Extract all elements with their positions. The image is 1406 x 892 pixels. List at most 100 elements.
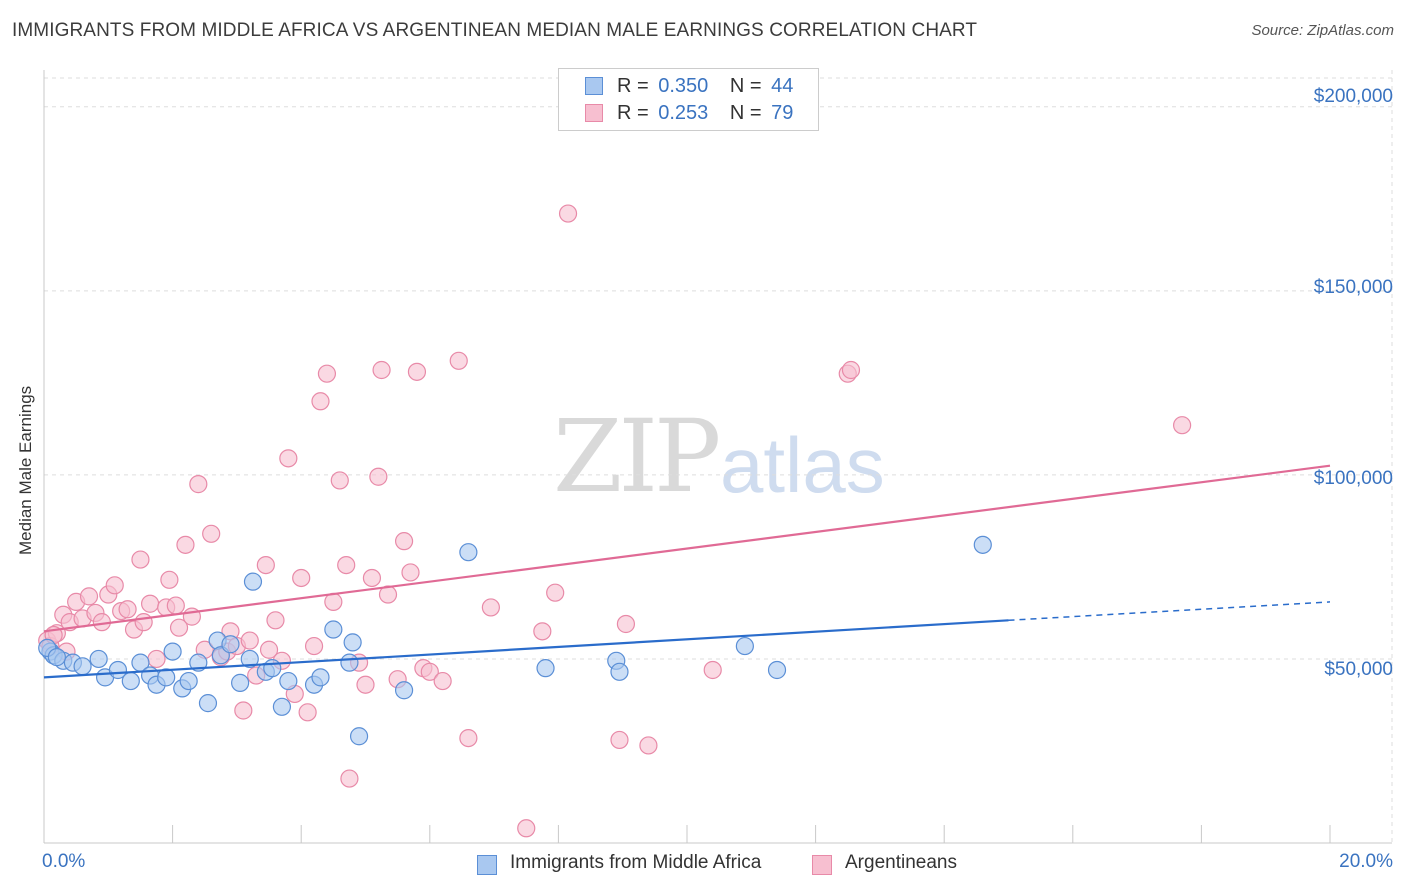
blue-data-point: [349, 727, 369, 746]
blue-data-point: [536, 659, 555, 678]
pink-data-point: [369, 467, 388, 486]
legend-r-value: 0.350: [658, 75, 709, 97]
bottom-legend-label-blue: Immigrants from Middle Africa: [510, 852, 762, 873]
blue-data-point: [311, 668, 330, 687]
blue-data-point: [157, 668, 176, 687]
pink-data-point: [234, 701, 253, 720]
pink-data-point: [610, 730, 629, 750]
pink-data-point: [317, 364, 337, 383]
pink-data-point: [533, 622, 552, 641]
chart-title: IMMIGRANTS FROM MIDDLE AFRICA VS ARGENTI…: [12, 20, 978, 41]
pink-data-point: [266, 611, 285, 630]
blue-data-point: [231, 673, 250, 692]
blue-data-point: [243, 572, 263, 591]
y-tick-label-50000: $50,000: [1324, 659, 1393, 680]
pink-data-point: [841, 360, 861, 380]
pink-data-point: [372, 360, 391, 380]
pink-data-point: [394, 532, 414, 551]
blue-data-point: [73, 657, 92, 676]
pink-data-point: [202, 524, 221, 543]
blue-data-point: [163, 642, 182, 661]
pink-data-point: [189, 475, 208, 494]
legend-n-label: N =: [729, 75, 762, 97]
legend-r-value: 0.253: [658, 102, 709, 124]
bottom-legend-swatch-blue: [477, 855, 497, 875]
legend-r-label: R =: [617, 102, 649, 124]
blue-data-point: [610, 662, 629, 681]
blue-data-point: [767, 660, 787, 680]
pink-data-point: [401, 563, 420, 582]
y-tick-label-150000: $150,000: [1313, 277, 1393, 298]
blue-trend-line-dashed: [1008, 601, 1331, 622]
watermark-atlas: atlas: [720, 421, 885, 509]
y-tick-label-100000: $100,000: [1313, 468, 1393, 489]
pink-trend-line: [43, 464, 1331, 633]
blue-data-point: [47, 648, 66, 667]
pink-data-point: [131, 550, 150, 569]
pink-data-point: [362, 568, 382, 588]
pink-data-point: [1173, 416, 1192, 435]
pink-data-point: [703, 660, 722, 680]
blue-data-point: [343, 633, 362, 652]
pink-data-point: [140, 594, 160, 613]
pink-data-point: [256, 555, 275, 575]
pink-data-point: [420, 662, 439, 681]
pink-data-point: [330, 471, 349, 490]
legend-n-value: 44: [771, 75, 794, 97]
pink-data-point: [546, 583, 565, 602]
legend-n-label: N =: [729, 102, 762, 124]
pink-data-point: [356, 675, 375, 694]
pink-data-point: [292, 568, 311, 588]
pink-data-point: [147, 649, 166, 669]
pink-data-point: [517, 819, 536, 838]
blue-data-point: [340, 653, 359, 672]
pink-data-point: [407, 362, 427, 381]
bottom-legend-label-pink: Argentineans: [845, 852, 957, 873]
pink-data-point: [311, 392, 330, 411]
blue-data-point: [735, 636, 754, 656]
blue-data-point: [394, 681, 414, 700]
legend-swatch-blue: [585, 77, 603, 95]
blue-data-point: [198, 694, 218, 713]
blue-data-point: [179, 671, 198, 691]
y-tick-label-200000: $200,000: [1313, 86, 1393, 107]
watermark-zip: ZIP: [553, 398, 721, 515]
pink-data-point: [459, 728, 478, 748]
x-tick-label-max: 20.0%: [1339, 851, 1393, 872]
legend-r-label: R =: [617, 75, 649, 97]
pink-data-point: [298, 703, 317, 722]
blue-data-point: [279, 671, 298, 691]
blue-data-point: [459, 543, 478, 562]
pink-data-point: [279, 449, 298, 468]
blue-data-point: [263, 659, 282, 678]
pink-data-point: [169, 618, 189, 637]
pink-data-point: [118, 600, 137, 619]
stats-legend: R = 0.350 N = 44 R = 0.253 N = 79: [558, 68, 819, 131]
pink-data-point: [160, 570, 179, 589]
pink-data-point: [240, 631, 259, 650]
blue-trend-line: [43, 619, 1009, 679]
pink-data-point: [433, 671, 452, 691]
bottom-legend-swatch-pink: [812, 855, 832, 875]
blue-data-point: [89, 649, 108, 669]
pink-data-point: [481, 598, 500, 617]
blue-data-point: [324, 620, 343, 639]
legend-row-blue: R = 0.350 N = 44: [617, 75, 793, 98]
blue-data-point: [240, 649, 259, 669]
pink-data-point: [558, 204, 578, 223]
pink-data-point: [259, 640, 279, 659]
pink-data-point: [616, 614, 636, 634]
blue-data-point: [272, 697, 292, 716]
pink-data-point: [304, 636, 324, 656]
x-tick-label-min: 0.0%: [42, 851, 86, 872]
legend-row-pink: R = 0.253 N = 79: [617, 102, 793, 125]
pink-data-point: [105, 576, 124, 595]
pink-data-point: [134, 613, 153, 632]
blue-data-point: [221, 635, 240, 654]
blue-data-point: [121, 671, 140, 691]
legend-n-value: 79: [771, 102, 794, 124]
legend-swatch-pink: [585, 104, 603, 122]
y-axis-label: Median Male Earnings: [16, 385, 35, 555]
pink-data-point: [79, 587, 99, 606]
